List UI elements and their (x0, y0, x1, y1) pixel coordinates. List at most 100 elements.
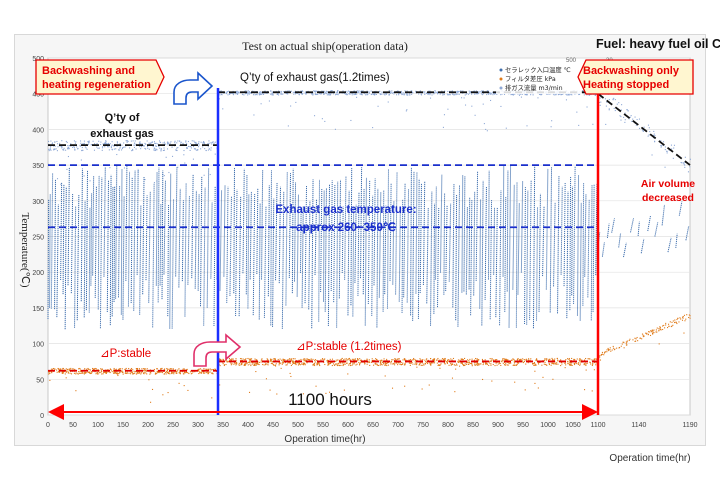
dp-point (575, 362, 577, 365)
dp-point (637, 340, 639, 342)
flow-point (124, 146, 126, 148)
dp-point (496, 364, 498, 366)
temperature-trace (301, 205, 304, 308)
dp-point (113, 372, 115, 374)
dp-point (568, 359, 571, 361)
dp-point (651, 331, 653, 333)
temperature-trace (117, 186, 121, 298)
dp-point (323, 359, 325, 361)
flow-point (648, 127, 650, 129)
dp-point (468, 361, 470, 363)
dp-point (295, 363, 297, 365)
flow-point (396, 94, 398, 96)
flow-point (260, 92, 262, 94)
flow-point (486, 94, 488, 96)
dp-point (646, 332, 648, 334)
dp-point (515, 364, 517, 366)
dp-point (599, 359, 602, 361)
dp-point (98, 369, 100, 372)
flow-point (626, 109, 628, 111)
temperature-trace (579, 202, 582, 321)
dp-point (284, 362, 287, 364)
dp-point (289, 361, 291, 363)
flow-point (107, 146, 109, 148)
x-tick-label: 550 (317, 422, 329, 429)
dp-point (249, 358, 251, 360)
dp-point (156, 370, 158, 373)
dp-point (456, 364, 458, 366)
dp-point (340, 359, 342, 361)
flow-point (458, 90, 460, 93)
dp-point (379, 364, 381, 366)
dp-point (538, 363, 540, 365)
dp-point (74, 368, 76, 370)
dp-point (236, 363, 238, 365)
temperature-trace (386, 168, 389, 309)
dp-point (436, 359, 438, 361)
dp-point (682, 317, 684, 319)
flow-point (442, 94, 444, 96)
dp-point (364, 362, 366, 364)
flow-point (390, 92, 392, 94)
flow-point (576, 111, 578, 113)
dp-point (170, 368, 172, 370)
dp-point (477, 359, 479, 361)
dp-point (59, 368, 61, 370)
dp-point (437, 364, 439, 366)
dp-point (357, 359, 359, 361)
dp-point (97, 372, 99, 374)
dp-point (548, 363, 550, 365)
flow-point (342, 90, 344, 92)
flow-point (68, 144, 70, 147)
flow-point (620, 116, 622, 118)
dp-point (611, 349, 613, 351)
flow-point (464, 94, 466, 96)
dp-point (385, 363, 387, 365)
dp-point (249, 359, 251, 361)
dp-point (383, 363, 385, 365)
dp-point (485, 362, 487, 365)
flow-point (353, 90, 355, 92)
dp-point (184, 372, 186, 374)
dp-point (273, 358, 275, 360)
dp-point (649, 334, 652, 337)
flow-point (120, 149, 123, 151)
dp-point (677, 317, 679, 319)
dp-point (546, 358, 548, 360)
dp-point (163, 369, 165, 371)
dp-point (663, 324, 665, 327)
flow-point (357, 91, 359, 94)
dp-point (583, 363, 585, 365)
dp-point (371, 358, 373, 360)
dp-point (612, 347, 615, 349)
flow-point (73, 147, 76, 149)
flow-point (623, 116, 625, 118)
flow-point (67, 145, 69, 147)
dp-point (678, 321, 680, 323)
dp-point (138, 372, 140, 374)
dp-point (238, 364, 240, 366)
dp-point (668, 323, 670, 325)
temperature-trace (103, 167, 106, 277)
dp-point (352, 362, 354, 364)
dp-point (367, 361, 369, 363)
dp-point (241, 359, 243, 362)
duration-label: 1100 hours (288, 390, 372, 409)
dp-point (591, 359, 593, 361)
flow-point (353, 90, 355, 92)
fuel-label: Fuel: heavy fuel oil C (596, 37, 720, 51)
flow-point (287, 90, 289, 92)
x-tick-label: 100 (92, 422, 104, 429)
dp-point (433, 358, 435, 361)
dp-point (280, 367, 282, 369)
dp-point (102, 373, 104, 375)
dp-point (376, 364, 378, 366)
flow-point (61, 147, 63, 149)
dp-point (172, 372, 174, 374)
dp-point (235, 358, 237, 360)
flow-point (374, 94, 376, 96)
flow-point (393, 91, 395, 94)
dp-point (658, 329, 660, 331)
x-tick-label: 950 (517, 422, 529, 429)
dp-point (113, 367, 115, 370)
